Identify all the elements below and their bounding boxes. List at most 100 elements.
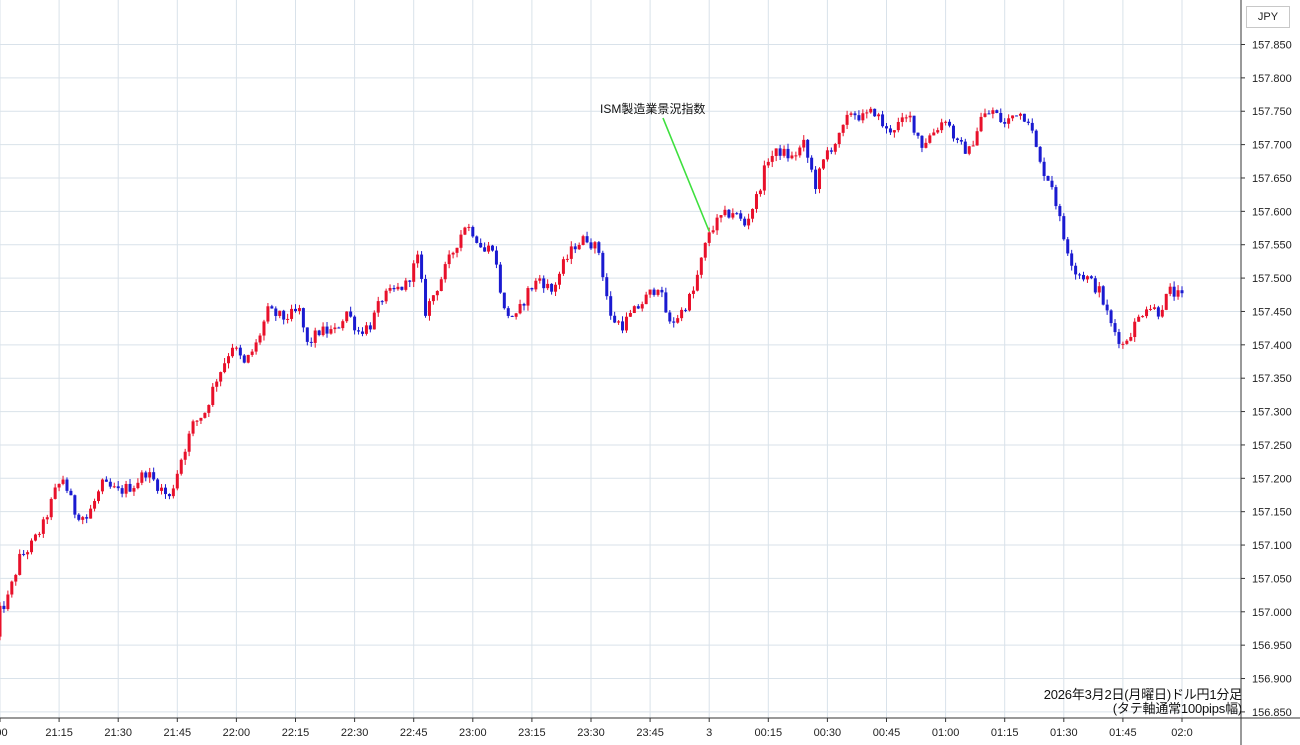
candle-down	[400, 286, 404, 290]
y-tick-label: 157.450	[1252, 306, 1292, 318]
candle-up	[640, 304, 644, 309]
candle-up	[802, 139, 806, 148]
x-tick-label: 00:15	[755, 727, 783, 739]
candle-down	[128, 483, 132, 492]
candle-up	[628, 313, 632, 317]
candle-down	[1066, 239, 1070, 254]
candle-up	[179, 459, 183, 474]
candle-up	[53, 487, 57, 499]
candle-up	[341, 321, 345, 329]
candle-up	[112, 486, 116, 488]
candle-up	[731, 213, 735, 218]
x-tick-label: 21:30	[104, 727, 132, 739]
y-tick-label: 157.000	[1252, 607, 1292, 619]
candle-down	[1172, 286, 1176, 297]
candle-down	[810, 157, 814, 170]
candle-up	[849, 113, 853, 115]
candle-up	[124, 483, 128, 494]
candle-up	[695, 274, 699, 291]
candle-up	[1145, 309, 1149, 317]
y-tick-label: 156.850	[1252, 707, 1292, 719]
candle-down	[73, 495, 77, 515]
candle-down	[814, 169, 818, 190]
candle-down	[309, 341, 313, 343]
candle-down	[368, 325, 372, 330]
candle-up	[61, 479, 65, 484]
candle-down	[1058, 206, 1062, 217]
candle-down	[270, 306, 274, 309]
candle-up	[554, 284, 558, 292]
candle-up	[557, 273, 561, 285]
candle-up	[439, 279, 443, 292]
candle-down	[479, 242, 483, 248]
candle-down	[483, 247, 487, 252]
candle-up	[187, 433, 191, 452]
candle-down	[506, 308, 510, 316]
candle-up	[250, 351, 254, 355]
candle-down	[494, 250, 498, 265]
candle-down	[664, 292, 668, 313]
candle-up	[132, 488, 136, 492]
candle-down	[1003, 122, 1007, 124]
candle-down	[660, 289, 664, 293]
y-axis-ticks: 157.850 157.800 157.750 157.700 157.650 157.6…	[1241, 40, 1292, 719]
y-tick-label: 157.150	[1252, 507, 1292, 519]
candle-down	[743, 218, 747, 226]
candle-up	[896, 121, 900, 131]
candle-down	[337, 327, 341, 329]
candle-up	[467, 226, 471, 228]
candle-down	[857, 115, 861, 121]
x-tick-label: 22:45	[400, 727, 428, 739]
candle-down	[1105, 304, 1109, 311]
candle-up	[1164, 293, 1168, 310]
candle-up	[877, 114, 881, 117]
x-tick-label: 3	[706, 727, 712, 739]
x-tick-label: 22:00	[223, 727, 251, 739]
candle-up	[321, 326, 325, 336]
candle-up	[979, 116, 983, 132]
candle-up	[258, 335, 262, 343]
candle-up	[372, 312, 376, 330]
candle-down	[1089, 276, 1093, 279]
candle-down	[1082, 274, 1085, 280]
y-tick-label: 157.850	[1252, 40, 1292, 52]
candle-up	[313, 330, 317, 343]
candle-up	[1152, 307, 1156, 309]
candle-up	[821, 159, 825, 169]
candle-up	[1129, 337, 1133, 341]
candle-up	[427, 301, 431, 316]
candle-up	[1137, 316, 1141, 322]
candle-up	[6, 594, 10, 610]
candle-up	[644, 294, 648, 305]
candle-up	[680, 309, 684, 319]
candle-up	[526, 288, 530, 306]
candle-down	[1180, 290, 1184, 294]
candle-down	[510, 315, 514, 317]
annotation: ISM製造業景況指数	[600, 101, 710, 232]
candle-up	[227, 356, 231, 364]
candle-up	[384, 290, 388, 302]
candle-down	[2, 605, 6, 610]
candle-down	[274, 308, 278, 316]
candle-down	[963, 141, 967, 154]
candle-up	[1168, 286, 1172, 294]
candle-up	[514, 313, 518, 317]
candle-up	[983, 113, 987, 117]
candle-up	[1018, 113, 1022, 116]
currency-badge[interactable]: JPY	[1246, 6, 1290, 28]
candle-up	[0, 605, 2, 637]
candle-down	[1038, 146, 1042, 162]
candle-down	[589, 242, 593, 249]
candle-down	[1030, 122, 1034, 131]
candle-up	[936, 130, 940, 133]
y-tick-label: 157.550	[1252, 240, 1292, 252]
candle-down	[424, 278, 428, 316]
candle-up	[266, 306, 270, 322]
candle-down	[522, 303, 526, 306]
candle-up	[707, 232, 711, 243]
candle-down	[995, 110, 999, 113]
candle-up	[774, 148, 778, 156]
x-tick-label: 01:30	[1050, 727, 1078, 739]
candle-down	[948, 121, 952, 126]
candle-down	[1054, 187, 1058, 207]
